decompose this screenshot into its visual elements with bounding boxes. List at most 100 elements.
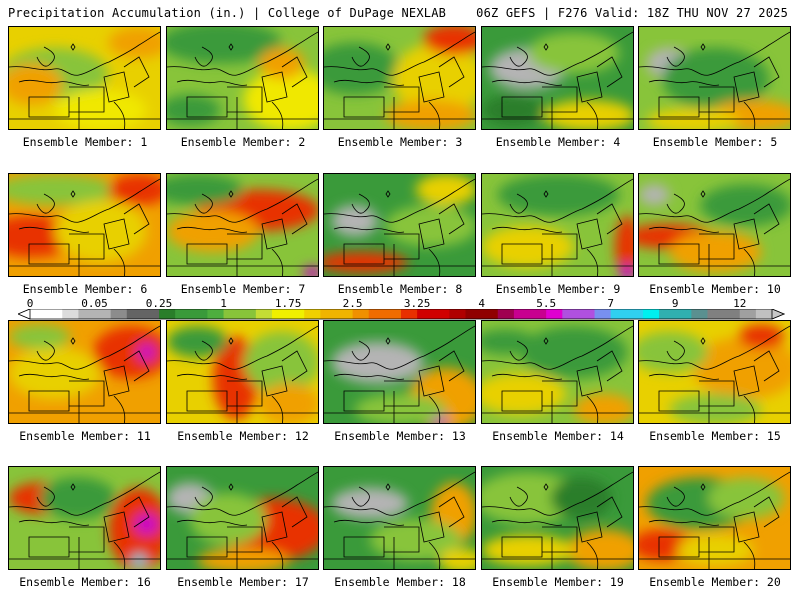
precip-region xyxy=(543,99,633,129)
map-boundary xyxy=(186,243,228,265)
colorbar-cell xyxy=(562,309,579,319)
colorbar-cell xyxy=(304,309,321,319)
colorbar-cell xyxy=(594,309,612,319)
precipitation-field xyxy=(167,27,318,129)
station-marker-icon xyxy=(228,190,234,198)
map-boundary xyxy=(586,248,599,276)
colorbar-tick-label: 5.5 xyxy=(536,297,557,310)
map-boundary xyxy=(324,325,475,370)
map-boundary xyxy=(324,471,475,516)
colorbar-cell xyxy=(578,309,596,319)
colorbar-cell xyxy=(384,309,402,319)
colorbar-cell xyxy=(320,309,337,319)
map-boundary xyxy=(186,536,228,558)
ensemble-member-map xyxy=(8,466,161,570)
station-marker-icon xyxy=(543,43,549,51)
precip-region xyxy=(9,174,117,206)
map-boundary xyxy=(271,101,284,129)
map-boundary xyxy=(509,193,528,214)
precip-region xyxy=(108,487,160,569)
ensemble-member-label: Ensemble Member: 5 xyxy=(652,135,778,149)
map-boundary xyxy=(113,248,126,276)
model-run-info: 06Z GEFS | F276 Valid: 18Z THU NOV 27 20… xyxy=(476,6,788,20)
ensemble-member-label: Ensemble Member: 4 xyxy=(495,135,621,149)
ensemble-member-map xyxy=(481,320,634,424)
map-boundary xyxy=(743,248,756,276)
precip-region xyxy=(482,534,574,566)
map-boundary xyxy=(103,511,130,543)
map-boundary xyxy=(743,395,756,423)
map-boundary xyxy=(491,519,563,526)
precip-region xyxy=(9,347,101,399)
map-boundary xyxy=(648,226,720,233)
map-boundary xyxy=(753,56,780,88)
precip-region xyxy=(385,99,475,129)
map-boundary xyxy=(271,541,284,569)
map-boundary xyxy=(194,193,213,214)
map-boundary xyxy=(733,511,760,543)
colorbar-cell xyxy=(239,309,257,319)
ensemble-member-map xyxy=(323,466,476,570)
precip-region xyxy=(331,205,378,237)
map-boundary xyxy=(281,56,308,88)
colorbar-cell xyxy=(449,309,467,319)
map-boundary xyxy=(428,101,441,129)
map-boundary xyxy=(509,340,528,361)
map-boundary xyxy=(596,496,623,528)
map-boundary xyxy=(28,536,70,558)
colorbar-cell xyxy=(465,309,483,319)
map-boundary xyxy=(639,471,790,516)
map-boundary xyxy=(333,373,405,380)
precip-region xyxy=(639,184,670,206)
precip-region xyxy=(303,266,318,276)
colorbar-tick-label: 0 xyxy=(26,297,34,310)
colorbar-cell xyxy=(142,309,160,319)
colorbar-cell xyxy=(739,309,757,319)
colorbar-min-arrow xyxy=(18,309,31,320)
colorbar-cell xyxy=(207,309,225,319)
map-boundary xyxy=(18,519,90,526)
station-marker-icon xyxy=(700,337,706,345)
precip-region xyxy=(331,487,409,519)
precip-region xyxy=(423,27,475,56)
map-boundary xyxy=(9,31,160,76)
precip-region xyxy=(258,47,305,79)
colorbar-tick-label: 12 xyxy=(733,297,747,310)
map-boundary xyxy=(176,519,248,526)
precip-region xyxy=(573,393,633,423)
map-boundary xyxy=(639,178,790,223)
map-boundary xyxy=(103,71,130,103)
precip-region xyxy=(482,373,567,415)
map-boundary xyxy=(753,203,780,235)
map-boundary xyxy=(36,193,55,214)
map-boundary xyxy=(699,526,735,553)
map-boundary xyxy=(28,96,70,118)
colorbar-cell xyxy=(659,309,676,319)
precipitation-field xyxy=(639,321,790,423)
map-boundary xyxy=(491,226,563,233)
map-boundary xyxy=(639,325,790,370)
map-boundary xyxy=(281,203,308,235)
map-boundary xyxy=(281,496,308,528)
precip-region xyxy=(415,174,475,206)
map-boundary xyxy=(428,395,441,423)
map-boundary xyxy=(438,56,465,88)
map-boundary xyxy=(482,325,633,370)
precipitation-field xyxy=(324,467,475,569)
map-boundary xyxy=(351,486,370,507)
map-boundary xyxy=(491,373,563,380)
map-boundary xyxy=(9,471,160,516)
precipitation-field xyxy=(324,321,475,423)
colorbar-cell xyxy=(707,309,725,319)
ensemble-member-label: Ensemble Member: 15 xyxy=(649,429,781,443)
colorbar-cell xyxy=(610,309,628,319)
ensemble-member-label: Ensemble Member: 20 xyxy=(649,575,781,589)
precip-region xyxy=(243,331,318,394)
ensemble-member-map xyxy=(323,320,476,424)
map-boundary xyxy=(648,79,720,86)
map-boundary xyxy=(384,86,420,113)
colorbar-tick-label: 2.5 xyxy=(342,297,363,310)
precip-region xyxy=(54,200,147,263)
colorbar-cell xyxy=(78,309,96,319)
map-boundary xyxy=(501,536,543,558)
